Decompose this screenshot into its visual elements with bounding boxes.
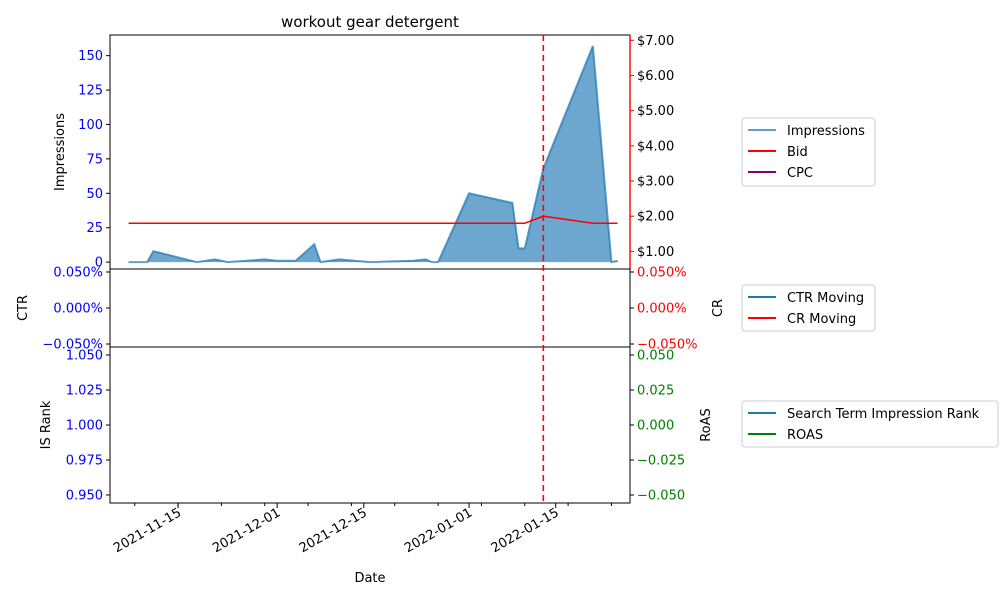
impressions-tick-label: 100: [78, 118, 103, 133]
middle-panel: 0.050% 0.050% 0.000% 0.000% −0.050% −0.050% C…: [16, 266, 726, 353]
top-legend: Impressions Bid CPC: [741, 117, 876, 187]
rank-tick-label: 1.050: [66, 349, 103, 364]
bid-tick-label: $6.00: [637, 69, 674, 84]
legend-cpc-label: CPC: [787, 166, 813, 181]
bid-tick-label: $2.00: [637, 210, 674, 225]
impressions-tick-label: 0: [95, 256, 103, 271]
legend-bid-label: Bid: [787, 145, 808, 160]
cr-tick-label: 0.050%: [637, 266, 687, 281]
roas-axis-label: RoAS: [699, 408, 714, 442]
impressions-axis-label: Impressions: [53, 113, 68, 191]
impressions-tick-label: 50: [86, 187, 103, 202]
rank-tick-label: 1.025: [66, 384, 103, 399]
ctr-tick-label: 0.000%: [53, 302, 103, 317]
bottom-panel: 1.050 0.050 1.025 0.025 1.000 0.000 0.975 −0.02…: [39, 346, 714, 504]
ctr-axis-label: CTR: [16, 295, 31, 321]
impressions-line: [128, 45, 618, 264]
bottom-panel-frame: [109, 346, 631, 504]
x-tick-label: 2021-12-01: [210, 505, 283, 556]
legend-roas-label: ROAS: [787, 428, 823, 443]
is-rank-axis-label: IS Rank: [39, 400, 54, 449]
impressions-tick-label: 25: [86, 221, 103, 236]
legend-impressions-label: Impressions: [787, 124, 865, 139]
x-tick-label: 2021-11-15: [111, 505, 184, 556]
roas-tick-label: −0.025: [637, 454, 685, 469]
middle-legend: CTR Moving CR Moving: [741, 284, 876, 332]
cr-tick-label: 0.000%: [637, 302, 687, 317]
rank-tick-label: 0.950: [66, 489, 103, 504]
legend-ctr-label: CTR Moving: [787, 291, 864, 306]
roas-tick-label: 0.025: [637, 384, 674, 399]
bid-tick-label: $1.00: [637, 245, 674, 260]
chart-title: workout gear detergent: [281, 13, 459, 31]
bid-tick-label: $4.00: [637, 139, 674, 154]
bid-tick-label: $7.00: [637, 34, 674, 49]
rank-tick-label: 1.000: [66, 419, 103, 434]
bid-tick-label: $5.00: [637, 104, 674, 119]
x-axis-label: Date: [354, 571, 385, 586]
x-axis-ticks: 2021-11-15 2021-12-01 2021-12-15 2022-01-01…: [111, 503, 612, 556]
legend-cr-label: CR Moving: [787, 312, 856, 327]
middle-panel-frame: [109, 268, 631, 348]
bid-tick-label: $3.00: [637, 175, 674, 190]
top-panel: 0 25 50 75 100 125 150 $1.00 $2.00 $3.00 $4.00 $5.…: [53, 34, 674, 271]
cr-tick-label: −0.050%: [637, 338, 697, 353]
roas-tick-label: −0.050: [637, 489, 685, 504]
impressions-axis-ticks: 0 25 50 75 100 125 150: [78, 49, 110, 271]
rank-tick-label: 0.975: [66, 454, 103, 469]
impressions-area: [128, 46, 618, 263]
impressions-tick-label: 75: [86, 152, 103, 167]
ctr-cr-axis-ticks: 0.050% 0.050% 0.000% 0.000% −0.050% −0.050%: [43, 266, 698, 353]
legend-rank-label: Search Term Impression Rank: [787, 407, 980, 422]
rank-roas-axis-ticks: 1.050 0.050 1.025 0.025 1.000 0.000 0.975 −0.02…: [66, 349, 685, 504]
top-series: [128, 45, 618, 264]
ctr-tick-label: 0.050%: [53, 266, 103, 281]
x-tick-label: 2021-12-15: [297, 505, 370, 556]
bottom-legend: Search Term Impression Rank ROAS: [741, 400, 999, 448]
impressions-tick-label: 125: [78, 84, 103, 99]
roas-tick-label: 0.050: [637, 349, 674, 364]
ctr-tick-label: −0.050%: [43, 338, 103, 353]
x-tick-label: 2022-01-01: [402, 505, 475, 556]
x-tick-label: 2022-01-15: [489, 505, 562, 556]
bid-axis-ticks: $1.00 $2.00 $3.00 $4.00 $5.00 $6.00 $7.00: [629, 34, 674, 269]
impressions-tick-label: 150: [78, 49, 103, 64]
cr-axis-label: CR: [711, 299, 726, 317]
roas-tick-label: 0.000: [637, 419, 674, 434]
